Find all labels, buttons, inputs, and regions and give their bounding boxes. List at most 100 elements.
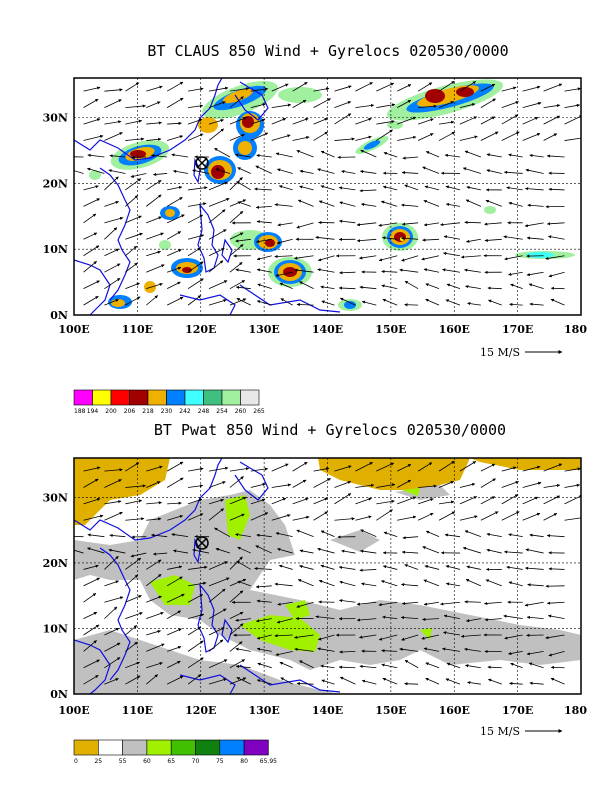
wind-vector (294, 634, 314, 639)
wind-vector (146, 611, 164, 619)
wind-vector (547, 614, 565, 620)
wind-vector (229, 556, 243, 570)
wind-vector (360, 149, 377, 158)
lat-tick-label: 0N (50, 309, 68, 322)
wind-vector (501, 101, 519, 109)
wind-vector (480, 463, 496, 472)
wind-vector (378, 255, 398, 262)
wind-vector (564, 517, 581, 521)
wind-vector (277, 548, 293, 554)
wind-vector (125, 232, 143, 240)
wind-vector (321, 300, 335, 306)
wind-vector (187, 626, 201, 636)
wind-vector (501, 86, 517, 92)
wind-vector (255, 165, 272, 174)
wind-vector (546, 601, 565, 605)
colorbar-label: 200 (105, 408, 117, 415)
wind-vector (339, 271, 356, 275)
wind-vector (256, 599, 272, 603)
wind-vector (292, 99, 307, 108)
wind-vector (526, 271, 544, 277)
wind-vector (296, 150, 314, 158)
wind-vector (229, 87, 250, 92)
wind-vector (528, 662, 544, 669)
wind-vector (235, 153, 251, 158)
wind-vector (192, 169, 210, 174)
lon-tick-label: 150E (375, 704, 406, 717)
wind-vector (104, 132, 123, 141)
wind-vector (417, 118, 434, 125)
wind-vector (543, 495, 561, 505)
wind-vector (313, 497, 328, 505)
top-colorbar: 188 194 200 206 218 230 242 248 254 260 265 (73, 389, 265, 415)
colorbar-swatch (184, 389, 204, 406)
wind-vector (108, 169, 126, 174)
lon-tick-label: 140E (312, 704, 343, 717)
wind-vector (355, 135, 372, 141)
wind-vector (317, 168, 335, 174)
wind-vector (421, 634, 440, 640)
wind-vector (130, 552, 147, 558)
wind-vector (548, 567, 565, 571)
wind-vector (188, 104, 204, 109)
wind-vector (255, 205, 272, 209)
wind-vector (334, 480, 352, 488)
wind-vector (229, 298, 247, 306)
wind-vector (462, 546, 481, 554)
wind-vector (299, 564, 314, 570)
wind-vector (400, 236, 419, 240)
wind-vector (256, 153, 272, 158)
wind-vector (376, 499, 395, 505)
wind-vector (208, 508, 224, 521)
wind-vector (382, 298, 398, 306)
wind-vector (256, 647, 272, 652)
wind-vector (424, 185, 440, 191)
wind-vector (466, 618, 481, 623)
wind-vector (236, 298, 251, 306)
wind-vector (173, 549, 189, 554)
wind-vector (466, 185, 481, 191)
wind-vector (125, 195, 139, 207)
wind-vector (418, 484, 437, 488)
wind-vector (208, 198, 230, 207)
wind-vector (275, 152, 293, 158)
wind-vector (229, 623, 244, 636)
wind-vector (522, 116, 539, 125)
wind-vector (339, 580, 356, 587)
bottom-map-frame (73, 457, 582, 695)
wind-vector (275, 650, 293, 657)
wind-vector (550, 677, 565, 685)
wind-vector (313, 467, 330, 472)
wind-vector (83, 466, 101, 472)
wind-vector (130, 173, 147, 178)
wind-vector (208, 248, 225, 257)
lon-tick-label: 100E (58, 323, 89, 336)
wind-vector (235, 647, 251, 652)
wind-vector (438, 101, 454, 108)
wind-vector (522, 496, 539, 505)
wind-vector (438, 80, 455, 92)
wind-vector (401, 634, 419, 641)
wind-vector (208, 588, 226, 603)
wind-vector (208, 280, 228, 290)
wind-vector (125, 675, 141, 685)
wind-vector (522, 465, 541, 472)
wind-vector (274, 634, 293, 638)
wind-vector (208, 101, 226, 109)
wind-vector (125, 661, 140, 669)
colorbar-label: 230 (161, 408, 173, 415)
wind-vector (146, 282, 163, 290)
colorbar-label: 218 (142, 408, 154, 415)
wind-vector (271, 134, 291, 141)
wind-vector (229, 590, 244, 603)
wind-vector (296, 601, 314, 608)
wind-vector (317, 634, 335, 641)
wind-vector (166, 660, 181, 669)
wind-vector (444, 153, 461, 158)
wind-vector (320, 285, 335, 290)
wind-vector (74, 170, 84, 174)
wind-vector (104, 88, 123, 92)
wind-vector (187, 640, 204, 652)
wind-vector (501, 114, 519, 125)
wind-vector (104, 277, 121, 290)
